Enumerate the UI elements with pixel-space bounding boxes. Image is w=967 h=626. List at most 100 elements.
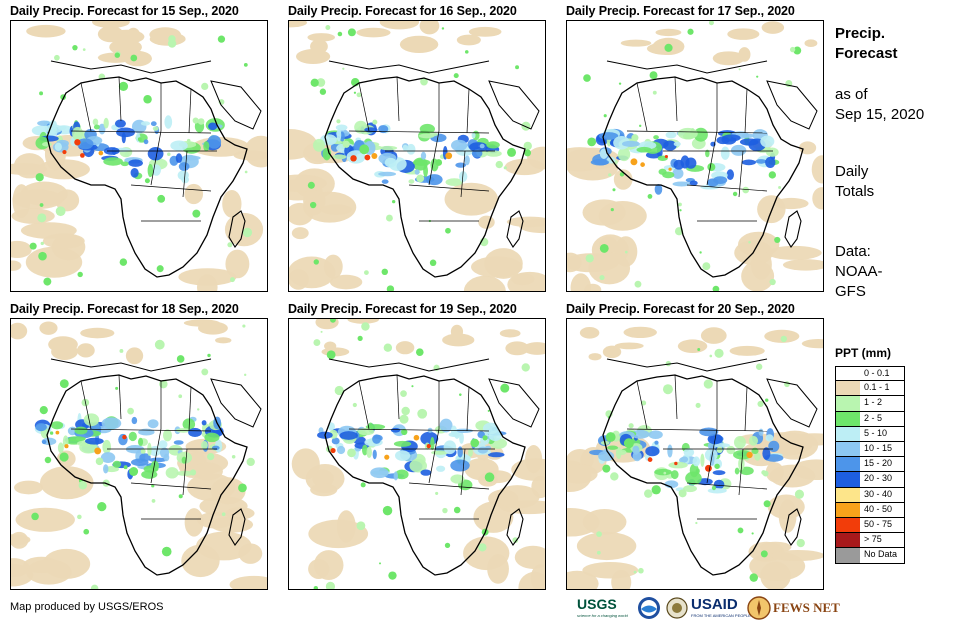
light-rain-cell bbox=[38, 251, 47, 261]
fewsnet-logo: FEWS NET bbox=[747, 596, 840, 620]
country-border bbox=[466, 386, 470, 432]
light-rain-cell bbox=[337, 31, 343, 37]
light-rain-cell bbox=[201, 368, 209, 376]
dry-area bbox=[324, 341, 337, 351]
rain-cell bbox=[103, 464, 109, 474]
light-rain-cell bbox=[167, 152, 171, 157]
data-line: NOAA- bbox=[835, 263, 883, 280]
light-rain-cell bbox=[207, 353, 211, 358]
light-rain-cell bbox=[610, 208, 614, 212]
light-rain-cell bbox=[444, 542, 451, 549]
rain-cell bbox=[695, 468, 700, 475]
light-rain-cell bbox=[634, 280, 642, 288]
dry-area bbox=[308, 519, 369, 549]
light-rain-cell bbox=[707, 163, 716, 172]
rain-cell bbox=[408, 179, 415, 184]
dry-area bbox=[506, 216, 545, 228]
dry-area bbox=[567, 252, 582, 273]
legend-item: 15 - 20 bbox=[835, 457, 905, 473]
light-rain-cell bbox=[238, 483, 247, 493]
rain-cell bbox=[35, 423, 47, 432]
rain-cell bbox=[741, 133, 755, 138]
light-rain-cell bbox=[399, 414, 409, 424]
light-rain-cell bbox=[482, 435, 488, 441]
europe-coastline bbox=[50, 358, 212, 372]
rain-cell bbox=[482, 422, 499, 435]
light-rain-cell bbox=[386, 214, 393, 222]
heavy-rain-cell bbox=[371, 153, 378, 159]
legend-swatch bbox=[836, 396, 860, 411]
rain-cell bbox=[607, 445, 619, 450]
light-rain-cell bbox=[243, 63, 248, 67]
rain-cell bbox=[653, 135, 659, 140]
country-border bbox=[674, 76, 678, 122]
light-rain-cell bbox=[441, 27, 445, 30]
light-rain-cell bbox=[416, 174, 425, 183]
light-rain-cell bbox=[665, 360, 672, 367]
dry-area bbox=[567, 464, 598, 484]
rain-cell bbox=[41, 141, 52, 147]
rain-cell bbox=[128, 431, 137, 442]
dry-area bbox=[181, 544, 220, 578]
totals-line: Daily bbox=[835, 163, 869, 180]
rain-cell bbox=[471, 132, 476, 139]
dry-area bbox=[14, 480, 44, 495]
dry-area bbox=[192, 462, 223, 481]
legend-swatch bbox=[836, 518, 860, 533]
dry-area bbox=[379, 21, 420, 30]
fewsnet-emblem-icon bbox=[747, 596, 771, 620]
light-rain-cell bbox=[207, 452, 215, 461]
light-rain-cell bbox=[602, 464, 611, 473]
dry-area bbox=[238, 543, 263, 564]
dry-area bbox=[764, 329, 800, 343]
light-rain-cell bbox=[156, 265, 164, 273]
rain-cell bbox=[726, 169, 735, 181]
africa-precip-map bbox=[11, 21, 267, 291]
light-rain-cell bbox=[357, 335, 363, 342]
dry-area bbox=[198, 321, 228, 335]
light-rain-cell bbox=[168, 35, 176, 43]
rain-cell bbox=[92, 118, 99, 126]
rain-cell bbox=[72, 126, 84, 141]
dry-area bbox=[149, 27, 182, 43]
madagascar-coastline bbox=[228, 210, 246, 248]
light-rain-cell bbox=[596, 531, 602, 537]
rain-cell bbox=[450, 474, 465, 484]
dry-area bbox=[729, 345, 765, 356]
europe-coastline bbox=[606, 60, 768, 74]
light-rain-cell bbox=[478, 543, 487, 552]
light-rain-cell bbox=[495, 160, 503, 169]
rain-cell bbox=[103, 117, 109, 129]
heavy-rain-cell bbox=[426, 444, 431, 449]
rain-cell bbox=[590, 159, 609, 166]
light-rain-cell bbox=[143, 95, 152, 104]
country-border bbox=[130, 184, 212, 192]
light-rain-cell bbox=[130, 54, 138, 62]
light-rain-cell bbox=[742, 186, 750, 194]
light-rain-cell bbox=[144, 178, 150, 184]
arabia-coastline bbox=[766, 80, 818, 130]
rain-cell bbox=[705, 149, 710, 158]
rain-cell bbox=[138, 437, 144, 447]
legend-item: > 75 bbox=[835, 533, 905, 549]
rain-cell bbox=[103, 157, 123, 166]
country-border bbox=[348, 428, 490, 432]
dry-area bbox=[576, 531, 637, 561]
dry-area bbox=[303, 186, 326, 216]
light-rain-cell bbox=[37, 213, 47, 223]
rain-cell bbox=[366, 446, 372, 459]
legend-item: 2 - 5 bbox=[835, 411, 905, 427]
light-rain-cell bbox=[756, 75, 759, 78]
light-rain-cell bbox=[748, 241, 751, 244]
dry-area bbox=[487, 554, 509, 584]
light-rain-cell bbox=[309, 201, 317, 209]
light-rain-cell bbox=[246, 457, 255, 467]
country-border bbox=[396, 374, 400, 420]
country-border bbox=[626, 428, 768, 432]
rain-cell bbox=[100, 452, 116, 463]
rain-cell bbox=[152, 126, 159, 131]
rain-cell bbox=[748, 435, 758, 446]
rain-cell bbox=[768, 440, 780, 452]
light-rain-cell bbox=[342, 140, 350, 148]
light-rain-cell bbox=[77, 271, 83, 278]
